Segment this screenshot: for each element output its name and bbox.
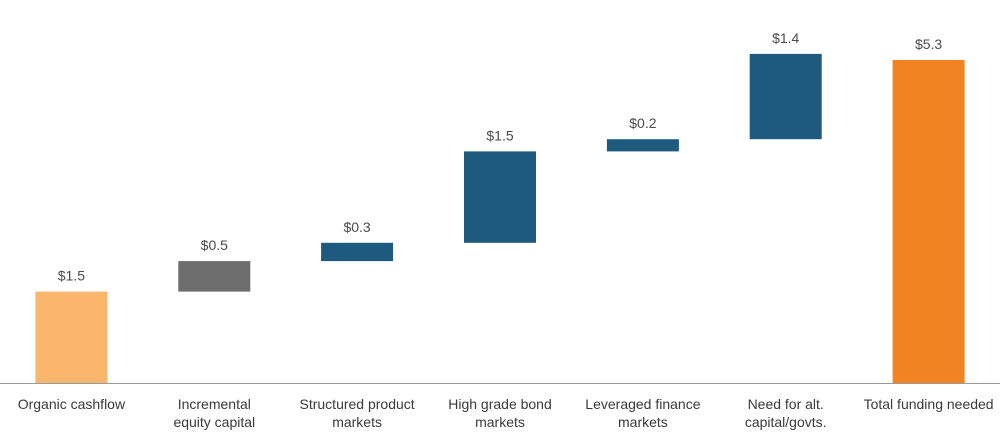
category-labels-layer: Organic cashflow Incremental equity capita…	[18, 396, 994, 430]
value-label-0: $1.5	[58, 268, 85, 284]
value-label-5: $1.4	[772, 30, 799, 46]
category-label-4-line-1: markets	[618, 414, 668, 430]
bars-layer	[35, 53, 965, 383]
category-label-0-line-0: Organic cashflow	[18, 396, 126, 412]
category-label-4-line-0: Leveraged finance	[585, 396, 700, 412]
bar-4	[606, 139, 679, 152]
category-label-6-line-0: Total funding needed	[864, 396, 994, 412]
bar-2	[321, 242, 394, 262]
category-label-5-line-0: Need for alt.	[748, 396, 824, 412]
category-label-1-line-1: equity capital	[173, 414, 255, 430]
value-label-6: $5.3	[915, 36, 942, 52]
category-label-3-line-0: High grade bond	[448, 396, 552, 412]
category-label-1-line-0: Incremental	[178, 396, 251, 412]
value-labels-layer: $1.5 $0.5 $0.3 $1.5 $0.2 $1.4 $5.3	[58, 30, 943, 284]
bar-0	[35, 291, 108, 383]
category-label-2-line-1: markets	[332, 414, 382, 430]
value-label-2: $0.3	[343, 219, 370, 235]
category-label-5-line-1: capital/govts.	[745, 414, 827, 430]
bar-6	[892, 60, 965, 383]
value-label-4: $0.2	[629, 115, 656, 131]
bar-5	[749, 53, 822, 140]
category-label-3-line-1: markets	[475, 414, 525, 430]
category-label-2-line-0: Structured product	[300, 396, 415, 412]
bar-3	[464, 151, 536, 243]
value-label-3: $1.5	[486, 127, 513, 143]
bar-1	[178, 261, 251, 292]
value-label-1: $0.5	[201, 237, 228, 253]
